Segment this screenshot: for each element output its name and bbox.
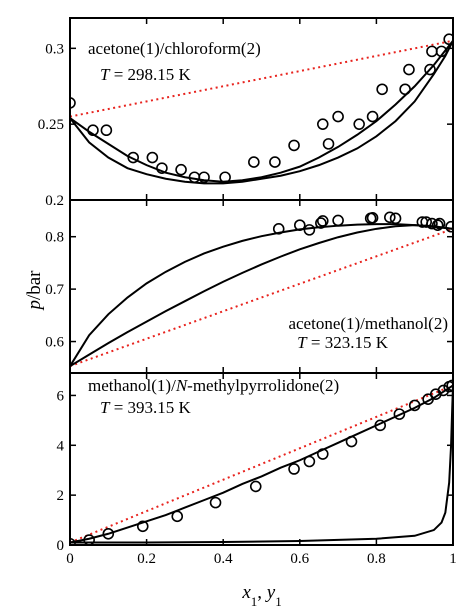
y-tick-label: 4 [57, 438, 65, 454]
data-point-9 [198, 171, 210, 184]
data-point-13 [393, 408, 406, 420]
y-tick-label: 0 [57, 538, 65, 554]
data-point-13 [288, 139, 300, 152]
bubble-curve [70, 223, 453, 367]
data-point-14 [431, 219, 444, 231]
data-point-9 [303, 455, 316, 468]
data-point-1 [70, 97, 76, 109]
x-tick-label: 0 [66, 551, 74, 567]
data-point-19 [376, 83, 388, 96]
system-label: methanol(1)/N-methylpyrrolidone(2) [88, 376, 339, 395]
ideal-line [70, 227, 453, 368]
y-tick-label: 0.25 [38, 117, 64, 133]
y-tick-label: 0.7 [45, 282, 64, 298]
y-tick-label: 0.2 [45, 193, 64, 209]
temperature-label: T = 323.15 K [297, 333, 389, 352]
data-point-6 [209, 496, 222, 509]
data-point-11 [345, 435, 358, 448]
data-point-4 [315, 217, 327, 229]
data-point-7 [175, 163, 187, 176]
y-tick-label: 2 [57, 488, 65, 504]
data-point-7 [249, 480, 262, 493]
data-point-3 [102, 527, 115, 540]
data-point-20 [399, 83, 411, 96]
data-point-6 [156, 162, 168, 174]
data-point-12 [374, 419, 387, 432]
data-point-22 [424, 63, 436, 76]
data-point-21 [403, 63, 415, 76]
y-tick-label: 6 [57, 388, 65, 404]
data-point-24 [435, 45, 448, 58]
y-tick-label: 0.6 [45, 335, 64, 351]
x-tick-label: 0.4 [214, 551, 233, 567]
data-point-13 [426, 217, 438, 230]
data-point-10 [316, 448, 329, 460]
data-point-16 [332, 110, 344, 123]
data-point-8 [288, 463, 300, 475]
y-axis-title: p/bar [24, 270, 45, 312]
data-point-2 [293, 219, 306, 231]
x-tick-label: 0.6 [290, 551, 309, 567]
data-point-8 [366, 212, 379, 224]
panels: 0.2 0.25 0.3 acetone(1)/chloroform(2) T = 29… [38, 17, 457, 567]
data-point-1 [272, 223, 285, 235]
data-point-4 [127, 151, 139, 164]
x-axis-title: x1, y1 [241, 582, 281, 609]
data-point-10 [389, 212, 402, 225]
data-point-17 [437, 384, 450, 397]
plot-area [70, 211, 453, 368]
dew-curve [70, 40, 453, 185]
ideal-line [70, 39, 453, 118]
data-point-2 [83, 534, 95, 545]
data-point-14 [408, 399, 421, 412]
system-label: acetone(1)/chloroform(2) [88, 39, 261, 58]
data-point-5 [146, 151, 159, 164]
data-point-6 [332, 214, 344, 227]
data-point-18 [366, 110, 379, 123]
x-tick-label: 0.8 [367, 551, 386, 567]
panel-3: 0 2 4 6 methanol(1)/N-methylpyrrolidone(2) T … [57, 372, 457, 567]
x-tick-label: 1 [449, 551, 457, 567]
data-point-5 [316, 215, 329, 227]
bubble-curve [70, 384, 453, 544]
data-point-12 [269, 156, 281, 168]
data-point-2 [87, 124, 99, 137]
data-point-5 [171, 510, 184, 523]
bubble-curve [70, 40, 453, 183]
data-point-9 [384, 211, 396, 224]
data-point-1 [70, 537, 76, 545]
panel-1: 0.2 0.25 0.3 acetone(1)/chloroform(2) T = 29… [38, 17, 454, 209]
data-point-3 [303, 224, 316, 236]
data-point-4 [136, 520, 149, 533]
data-point-15 [322, 138, 335, 150]
y-tick-label: 0.8 [45, 230, 64, 246]
dew-curve [70, 224, 453, 368]
x-tick-label: 0.2 [137, 551, 156, 567]
data-point-12 [420, 216, 432, 228]
data-point-25 [443, 33, 453, 46]
data-point-3 [100, 124, 113, 137]
panel-2: 0.6 0.7 0.8 acetone(1)/methanol(2)T = 323.1… [45, 199, 454, 374]
plot-area [70, 33, 453, 185]
data-point-16 [445, 220, 453, 233]
data-point-17 [353, 118, 365, 130]
data-point-11 [248, 156, 260, 168]
temperature-label: T = 393.15 K [100, 398, 192, 417]
data-point-23 [426, 45, 438, 58]
data-point-14 [316, 118, 329, 130]
panel-frame [69, 372, 454, 546]
y-tick-label: 0.3 [45, 41, 64, 57]
data-point-15 [433, 217, 446, 230]
temperature-label: T = 298.15 K [100, 65, 192, 84]
system-label: acetone(1)/methanol(2) [288, 314, 448, 333]
data-point-10 [219, 171, 231, 184]
